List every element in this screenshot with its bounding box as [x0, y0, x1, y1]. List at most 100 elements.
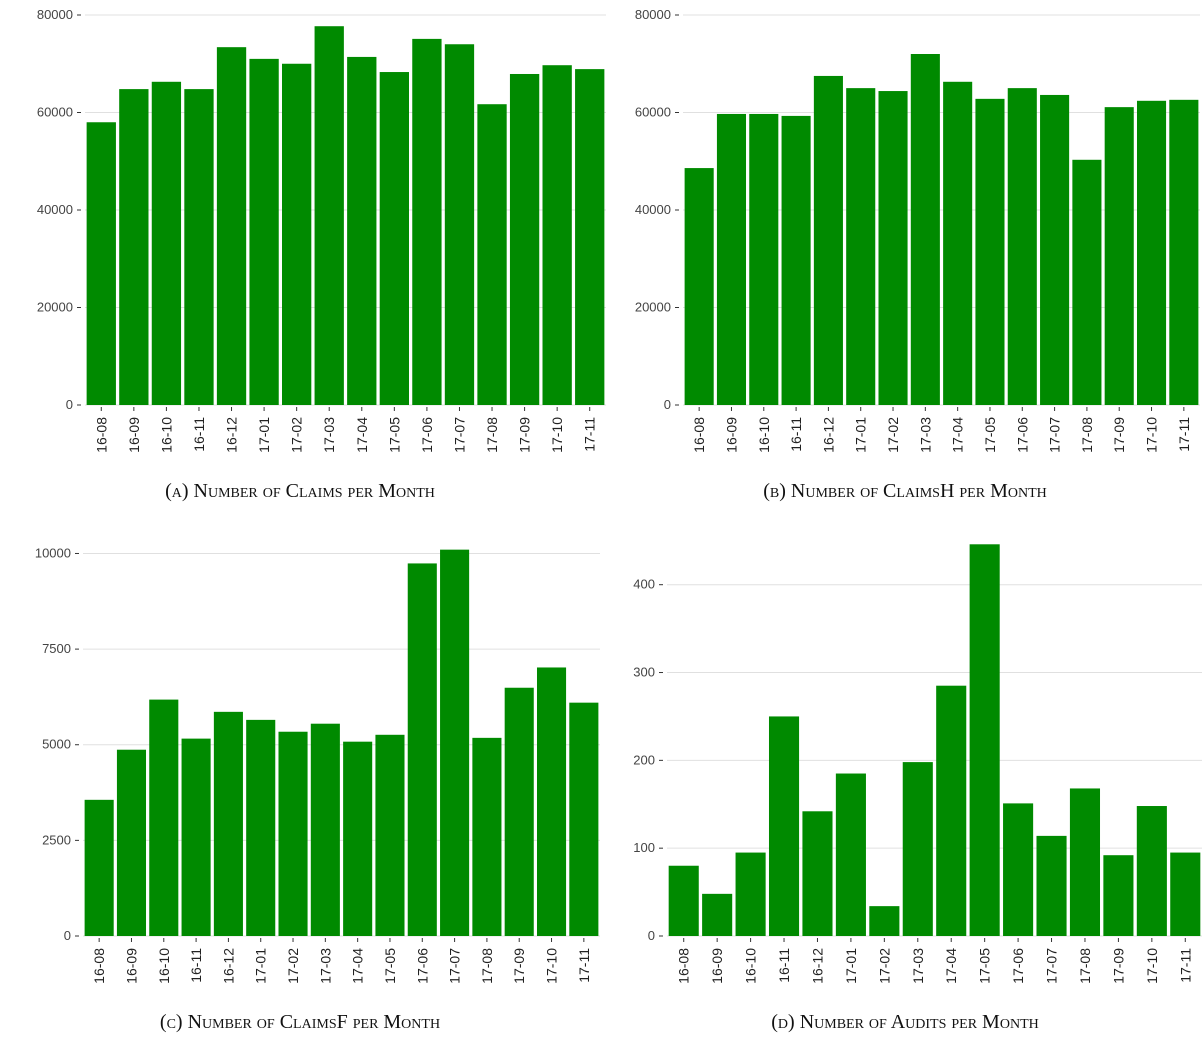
- bar: [213, 711, 243, 936]
- x-tick-label: 17-05: [382, 948, 398, 984]
- x-tick-label: 17-10: [1144, 948, 1160, 984]
- x-tick-label: 17-09: [511, 948, 527, 984]
- y-tick-label: 60000: [37, 105, 73, 120]
- x-tick-label: 17-10: [549, 417, 565, 453]
- x-tick-label: 17-01: [853, 417, 869, 453]
- x-tick-label: 16-12: [820, 417, 836, 453]
- bar: [310, 723, 340, 936]
- bar: [1036, 835, 1067, 936]
- x-tick-label: 17-05: [386, 417, 402, 453]
- bar: [1169, 99, 1199, 405]
- y-tick-label: 200: [633, 752, 655, 767]
- bar: [181, 738, 211, 936]
- bar: [1136, 100, 1167, 406]
- bar: [412, 38, 442, 405]
- y-tick-label: 0: [64, 928, 71, 943]
- bar: [902, 762, 933, 936]
- bar: [440, 549, 470, 936]
- bar: [684, 168, 714, 405]
- bar: [702, 893, 733, 936]
- x-tick-label: 17-02: [289, 417, 305, 453]
- y-tick-label: 2500: [42, 832, 71, 847]
- bar: [536, 667, 567, 936]
- x-tick-label: 17-03: [321, 417, 337, 453]
- y-tick-label: 100: [633, 840, 655, 855]
- y-tick-label: 300: [633, 665, 655, 680]
- caption: (d) Number of Audits per Month: [771, 1011, 1038, 1033]
- x-tick-label: 16-10: [743, 948, 759, 984]
- bar: [878, 91, 908, 406]
- bar: [1104, 107, 1134, 405]
- bar: [936, 685, 967, 936]
- x-tick-label: 16-12: [809, 948, 825, 984]
- bar: [347, 56, 377, 406]
- x-tick-label: 17-03: [317, 948, 333, 984]
- x-tick-label: 17-02: [285, 948, 301, 984]
- bar: [246, 719, 276, 936]
- x-tick-label: 17-05: [982, 417, 998, 453]
- bar: [802, 811, 833, 936]
- bar: [1007, 88, 1037, 405]
- bar: [509, 73, 540, 406]
- bar: [735, 852, 766, 936]
- bar: [86, 122, 116, 405]
- bar: [716, 113, 747, 406]
- x-tick-label: 17-10: [544, 948, 560, 984]
- x-tick-label: 16-10: [158, 417, 174, 453]
- x-tick-label: 16-12: [224, 417, 240, 453]
- bar: [472, 737, 502, 936]
- bar: [1040, 94, 1070, 405]
- bar: [278, 731, 308, 936]
- bar: [975, 98, 1005, 405]
- x-tick-label: 17-07: [1047, 417, 1063, 453]
- x-tick-label: 17-11: [1177, 948, 1193, 983]
- x-tick-label: 17-11: [1176, 417, 1192, 452]
- bar: [542, 65, 572, 406]
- x-tick-label: 17-06: [414, 948, 430, 984]
- y-tick-label: 5000: [42, 737, 71, 752]
- x-tick-label: 17-07: [451, 417, 467, 453]
- x-tick-label: 17-10: [1144, 417, 1160, 453]
- bar: [768, 716, 800, 936]
- x-tick-label: 17-02: [885, 417, 901, 453]
- bar: [477, 104, 507, 406]
- y-tick-label: 20000: [635, 300, 671, 315]
- x-tick-label: 17-04: [350, 948, 366, 984]
- x-tick-label: 17-06: [419, 417, 435, 453]
- bar: [910, 54, 940, 405]
- bar: [119, 89, 149, 405]
- x-tick-label: 17-09: [517, 417, 533, 453]
- x-tick-label: 17-01: [843, 948, 859, 984]
- x-tick-label: 17-08: [479, 948, 495, 984]
- bar: [1170, 852, 1201, 936]
- y-tick-label: 0: [648, 928, 655, 943]
- x-tick-label: 16-12: [220, 948, 236, 984]
- bar: [151, 81, 182, 405]
- x-tick-label: 17-07: [447, 948, 463, 984]
- x-tick-label: 16-09: [723, 417, 739, 453]
- x-tick-label: 17-06: [1010, 948, 1026, 984]
- bar: [575, 69, 605, 406]
- bar: [379, 72, 409, 405]
- x-tick-label: 17-04: [354, 417, 370, 453]
- bar: [781, 115, 811, 405]
- x-tick-label: 17-11: [576, 948, 592, 983]
- x-tick-label: 16-11: [776, 948, 792, 983]
- bar: [343, 741, 373, 936]
- y-tick-label: 80000: [635, 7, 671, 22]
- x-tick-label: 17-05: [977, 948, 993, 984]
- bar: [375, 734, 405, 936]
- x-tick-label: 16-10: [756, 417, 772, 453]
- bar: [149, 699, 179, 936]
- x-tick-label: 17-08: [1077, 948, 1093, 984]
- bar: [869, 906, 900, 936]
- bar: [813, 75, 843, 405]
- x-tick-label: 17-08: [484, 417, 500, 453]
- x-tick-label: 17-08: [1079, 417, 1095, 453]
- bar: [1069, 788, 1101, 936]
- bar: [1003, 803, 1034, 936]
- bar: [846, 88, 876, 405]
- y-tick-label: 0: [66, 397, 73, 412]
- bar: [943, 81, 973, 405]
